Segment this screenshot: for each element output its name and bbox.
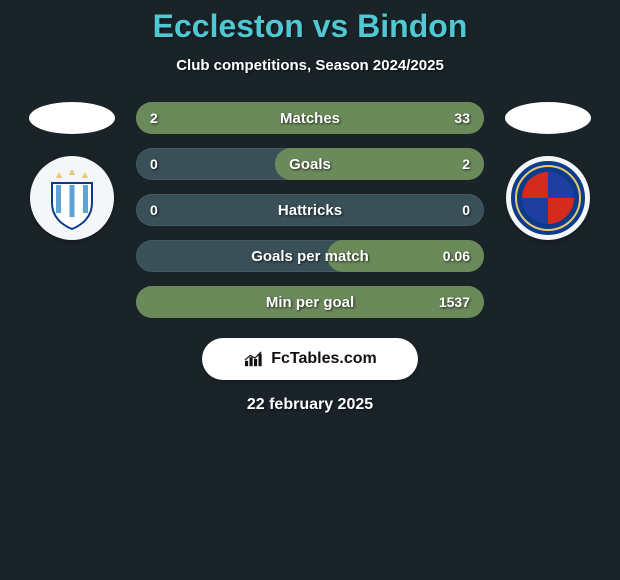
- stat-label: Min per goal: [266, 294, 354, 311]
- watermark-text: FcTables.com: [271, 350, 377, 368]
- watermark: FcTables.com: [202, 338, 418, 380]
- team-crest-left: [30, 156, 114, 240]
- stat-bar: 0 Hattricks 0: [136, 194, 484, 226]
- stat-value-left: 0: [150, 156, 158, 172]
- stat-bar: 2 Matches 33: [136, 102, 484, 134]
- stat-value-left: 2: [150, 110, 158, 126]
- stat-bars: 2 Matches 33 0 Goals 2 0 Hattricks 0 Goals per ma…: [136, 102, 484, 318]
- page-title: Eccleston vs Bindon: [0, 8, 620, 45]
- date-text: 22 february 2025: [0, 396, 620, 414]
- stat-label: Goals: [289, 156, 331, 173]
- stat-label: Matches: [280, 110, 340, 127]
- stat-value-right: 0.06: [443, 248, 470, 264]
- subtitle: Club competitions, Season 2024/2025: [0, 57, 620, 74]
- stat-bar: 0 Goals 2: [136, 148, 484, 180]
- shield-icon: [37, 163, 107, 233]
- left-team-col: [22, 102, 122, 240]
- stat-label: Goals per match: [251, 248, 369, 265]
- stat-value-right: 1537: [439, 294, 470, 310]
- infographic-root: Eccleston vs Bindon Club competitions, S…: [0, 0, 620, 414]
- bars-up-icon: [243, 350, 265, 368]
- team-crest-right: [506, 156, 590, 240]
- stat-bar: Min per goal 1537: [136, 286, 484, 318]
- flag-oval-left: [29, 102, 115, 134]
- stat-value-right: 0: [462, 202, 470, 218]
- stat-value-right: 33: [454, 110, 470, 126]
- right-team-col: [498, 102, 598, 240]
- stat-value-left: 0: [150, 202, 158, 218]
- stats-area: 2 Matches 33 0 Goals 2 0 Hattricks 0 Goals per ma…: [0, 102, 620, 318]
- flag-oval-right: [505, 102, 591, 134]
- stat-value-right: 2: [462, 156, 470, 172]
- stat-bar: Goals per match 0.06: [136, 240, 484, 272]
- stat-label: Hattricks: [278, 202, 342, 219]
